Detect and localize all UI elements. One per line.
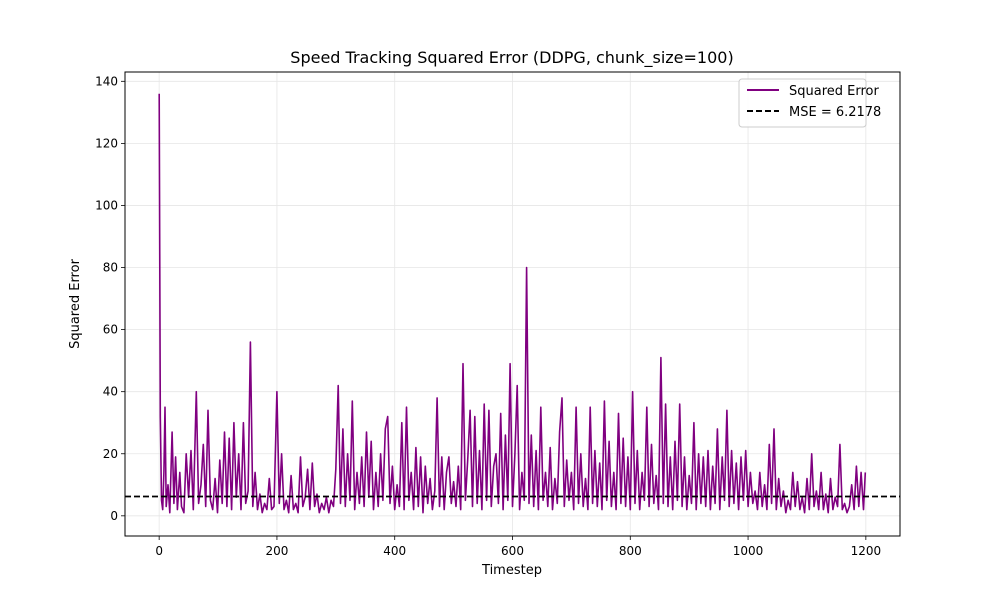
x-tick-label: 1200 (851, 544, 882, 558)
y-tick-label: 80 (103, 261, 118, 275)
x-tick-label: 200 (265, 544, 288, 558)
y-tick-label: 100 (95, 198, 118, 212)
legend-label-mse: MSE = 6.2178 (789, 105, 881, 120)
y-tick-label: 60 (103, 323, 118, 337)
series-line-squared-error (158, 93, 867, 514)
y-tick-label: 0 (110, 509, 118, 523)
x-tick-label: 600 (501, 544, 524, 558)
x-tick-label: 1000 (733, 544, 764, 558)
data-layer (125, 93, 900, 514)
gridlines (125, 72, 900, 536)
legend-label-squared-error: Squared Error (789, 84, 879, 99)
x-tick-label: 0 (155, 544, 163, 558)
x-tick-label: 800 (619, 544, 642, 558)
y-axis-label: Squared Error (68, 258, 83, 348)
y-tick-label: 120 (95, 136, 118, 150)
x-tick-label: 400 (383, 544, 406, 558)
y-tick-label: 140 (95, 74, 118, 88)
y-tick-label: 40 (103, 385, 118, 399)
y-tick-label: 20 (103, 447, 118, 461)
y-axis: 0 20 40 60 80 100 120 140 (95, 74, 125, 523)
x-axis: 0 200 400 600 800 1000 1200 (155, 536, 881, 558)
legend: Squared Error MSE = 6.2178 (738, 78, 881, 128)
x-axis-label: Timestep (481, 563, 542, 578)
chart-title: Speed Tracking Squared Error (DDPG, chun… (290, 48, 733, 68)
